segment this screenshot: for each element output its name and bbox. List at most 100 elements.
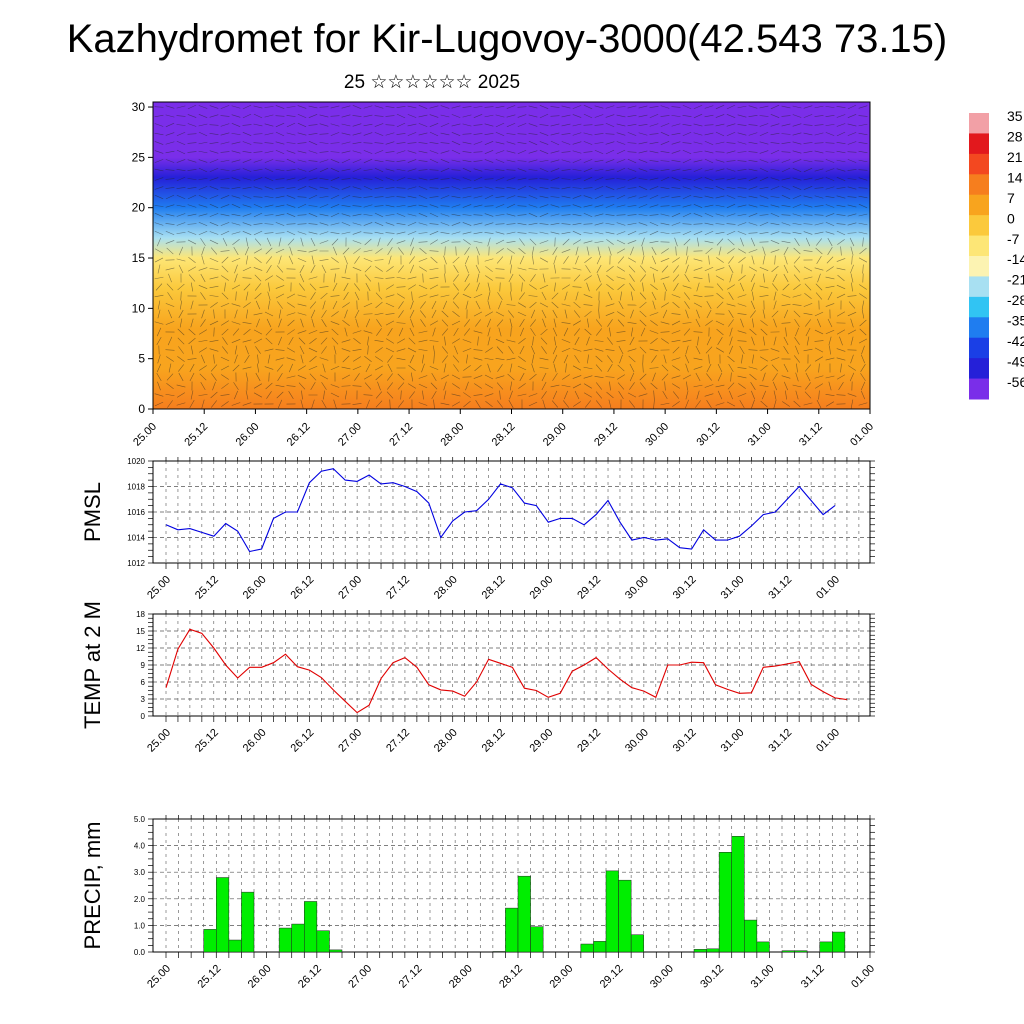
xtick-label: 26.00	[241, 574, 269, 602]
precip-bar	[492, 951, 506, 953]
xtick-label: 30.00	[648, 963, 676, 991]
xtick-label: 29.00	[527, 574, 555, 602]
colorbar-segment	[969, 276, 989, 298]
precip-bar	[781, 950, 795, 953]
colorbar-segment	[969, 133, 989, 155]
colorbar-label: 28	[1007, 128, 1023, 144]
colorbar-segment	[969, 113, 989, 134]
ytick-label: 2.0	[134, 895, 146, 904]
precip-bar	[505, 907, 519, 953]
colorbar-label: -28	[1007, 292, 1024, 308]
ytick-label: 1.0	[134, 921, 146, 930]
xtick-label: 29.12	[575, 727, 603, 755]
colorbar-segment	[969, 317, 989, 339]
xtick-label: 29.12	[575, 574, 603, 602]
colorbar-label: -49	[1007, 354, 1024, 370]
xtick-label: 27.12	[397, 963, 425, 991]
heatmap-xtick-label: 25.00	[131, 421, 159, 449]
xtick-label: 28.00	[432, 727, 460, 755]
series-line	[165, 468, 836, 553]
ytick-label: 3	[141, 695, 146, 704]
precip-bar	[630, 934, 644, 953]
colorbar-label: 0	[1007, 210, 1015, 226]
xtick-label: 30.00	[623, 727, 651, 755]
heatmap-xtick-label: 29.12	[592, 421, 620, 449]
heatmap-xtick-label: 28.12	[490, 421, 518, 449]
heatmap-xtick-label: 31.00	[746, 421, 774, 449]
ytick-label: 9	[141, 661, 146, 670]
xtick-label: 25.00	[145, 574, 173, 602]
xtick-label: 27.12	[384, 727, 412, 755]
colorbar-segment	[969, 215, 989, 237]
xtick-label: 31.12	[766, 574, 794, 602]
xtick-label: 30.12	[671, 574, 699, 602]
precip-bar	[718, 852, 732, 953]
colorbar-label: 21	[1007, 149, 1023, 165]
precip-bar	[794, 950, 808, 953]
ytick-label: 0.0	[134, 948, 146, 957]
precip-bar	[304, 901, 318, 953]
xtick-label: 27.00	[346, 963, 374, 991]
xtick-label: 28.00	[432, 574, 460, 602]
precip-bar	[580, 943, 594, 953]
y-axis-title: TEMP at 2 M	[80, 601, 105, 729]
ytick-label: 1016	[127, 508, 145, 517]
xtick-label: 27.00	[336, 574, 364, 602]
xtick-label: 28.00	[447, 963, 475, 991]
precip-bar	[756, 941, 770, 953]
xtick-label: 27.00	[336, 727, 364, 755]
heatmap-ytick-label: 15	[132, 251, 146, 265]
xtick-label: 29.00	[547, 963, 575, 991]
ytick-label: 1012	[127, 559, 145, 568]
xtick-label: 25.12	[193, 727, 221, 755]
ytick-label: 1020	[127, 457, 145, 466]
ytick-label: 1014	[127, 534, 145, 543]
xtick-label: 30.12	[698, 963, 726, 991]
xtick-label: 26.12	[289, 727, 317, 755]
colorbar-label: -56	[1007, 374, 1024, 390]
colorbar-label: 7	[1007, 190, 1015, 206]
heatmap-xtick-label: 27.00	[336, 421, 364, 449]
pmsl-chart: 1012 1014 1016 1018 1020 PMSL	[80, 457, 875, 569]
precip-bar	[203, 929, 217, 953]
heatmap-ytick-label: 20	[132, 201, 146, 215]
heatmap-xtick-label: 25.12	[182, 421, 210, 449]
precip-bar	[744, 919, 758, 953]
precip-bar	[731, 836, 745, 953]
heatmap-ytick-label: 0	[138, 402, 145, 416]
precip-bar	[278, 927, 292, 953]
precip-bar	[618, 879, 632, 953]
series-line	[165, 628, 847, 714]
xtick-label: 31.00	[719, 727, 747, 755]
ytick-label: 0	[141, 712, 146, 721]
colorbar-label: -21	[1007, 272, 1024, 288]
colorbar-segment	[969, 358, 989, 380]
wind-barbs	[154, 104, 868, 409]
precip-bar	[693, 949, 707, 953]
colorbar-segment	[969, 174, 989, 196]
temperature-field	[153, 102, 870, 409]
heatmap-xtick-label: 26.12	[285, 421, 313, 449]
xtick-label: 28.12	[480, 574, 508, 602]
precip-bar	[832, 931, 846, 953]
precip-bar	[216, 877, 230, 953]
colorbar-label: -35	[1007, 313, 1024, 329]
colorbar-label: -7	[1007, 231, 1020, 247]
xtick-label: 31.12	[766, 727, 794, 755]
ytick-label: 5.0	[134, 815, 146, 824]
xtick-label: 01.00	[814, 574, 842, 602]
xtick-label: 25.00	[145, 727, 173, 755]
xtick-label: 25.00	[145, 963, 173, 991]
colorbar-label: -14	[1007, 251, 1024, 267]
ytick-label: 6	[141, 678, 146, 687]
precip-bar	[530, 926, 544, 953]
colorbar-segment	[969, 378, 989, 400]
colorbar-segment	[969, 194, 989, 216]
xtick-label: 29.00	[527, 727, 555, 755]
heatmap-xtick-label: 30.00	[643, 421, 671, 449]
heatmap-ytick-label: 10	[132, 301, 146, 315]
heatmap-ytick-label: 30	[132, 100, 146, 114]
xtick-label: 31.12	[799, 963, 827, 991]
ytick-label: 18	[136, 610, 145, 619]
